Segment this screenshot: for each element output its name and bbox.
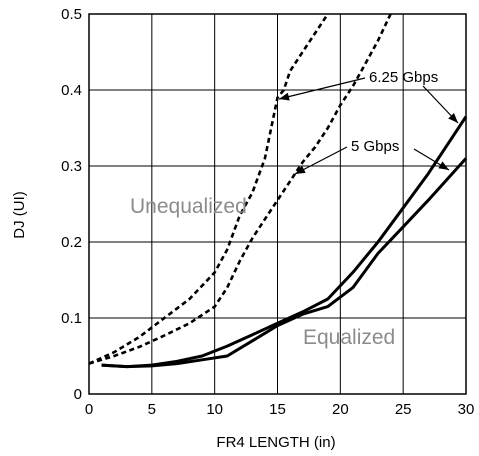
y-tick-label: 0.4 <box>61 82 82 99</box>
y-tick-labels: 0 0.1 0.2 0.3 0.4 0.5 <box>61 6 82 403</box>
x-tick-label: 20 <box>332 401 349 418</box>
y-tick-label: 0.3 <box>61 158 82 175</box>
x-tick-label: 15 <box>269 401 286 418</box>
arrow-6-25-to-unequalized <box>278 77 366 101</box>
series-line-unequalized-5-gbps <box>88 13 392 365</box>
y-axis-label: DJ (UI) <box>11 191 28 239</box>
x-tick-label: 30 <box>458 401 475 418</box>
arrow-5-to-unequalized <box>294 146 348 175</box>
y-tick-label: 0.1 <box>61 310 82 327</box>
unequalized-label: Unequalized <box>130 195 247 218</box>
equalized-label: Equalized <box>303 326 395 349</box>
rate-label-6-25-gbps: 6.25 Gbps <box>369 69 438 86</box>
x-tick-label: 25 <box>395 401 412 418</box>
x-tick-labels: 0 5 10 15 20 25 30 <box>85 401 475 418</box>
rate-label-5-gbps: 5 Gbps <box>351 138 399 155</box>
x-tick-label: 0 <box>85 401 93 418</box>
arrow-6-25-to-equalized <box>422 85 459 124</box>
y-tick-label: 0.5 <box>61 6 82 23</box>
x-tick-label: 5 <box>148 401 156 418</box>
series-lines <box>88 13 468 369</box>
x-axis-label: FR4 LENGTH (in) <box>216 434 335 451</box>
arrow-5-to-equalized <box>413 148 450 171</box>
y-tick-label: 0.2 <box>61 234 82 251</box>
x-tick-label: 10 <box>206 401 223 418</box>
plot-frame <box>88 13 467 395</box>
y-tick-label: 0 <box>74 386 82 403</box>
series-line-equalized-5-gbps <box>101 157 468 369</box>
series-line-unequalized-6-25-gbps <box>88 13 329 365</box>
annotation-arrows <box>278 77 459 175</box>
